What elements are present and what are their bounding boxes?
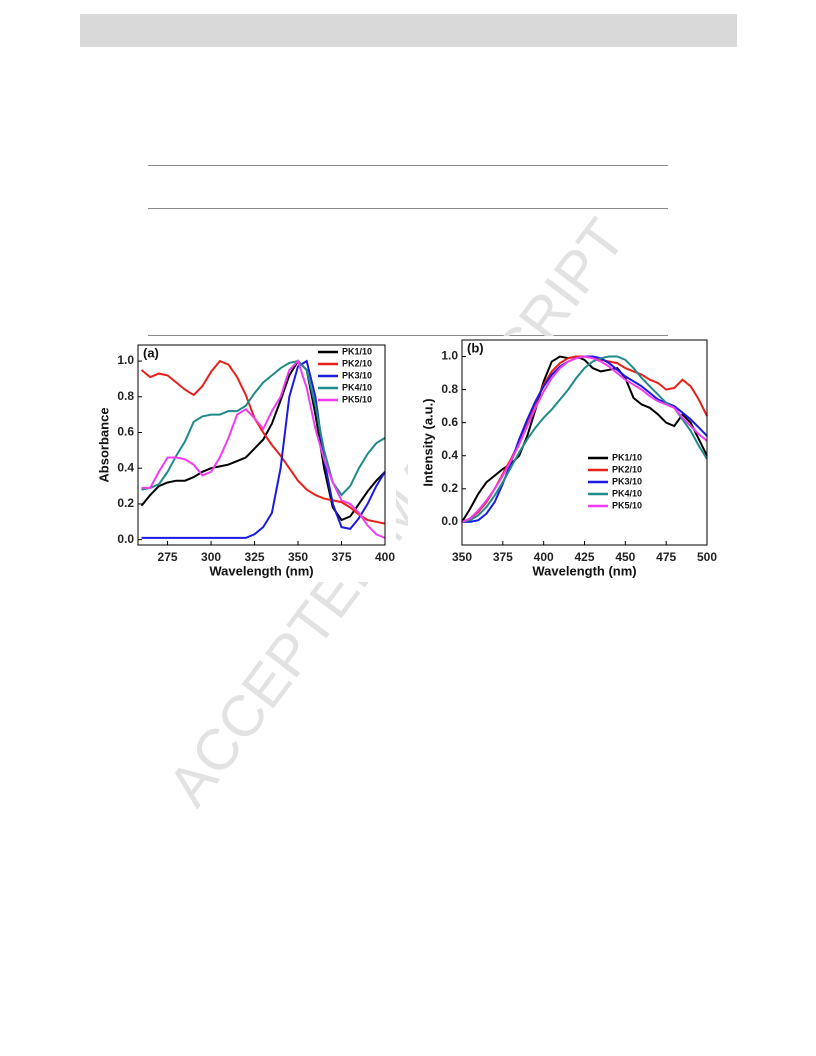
y-tick-label: 0.2 <box>441 481 458 495</box>
plot-frame <box>461 339 708 546</box>
x-tick-label: 400 <box>534 550 554 564</box>
x-tick-label: 375 <box>331 550 351 564</box>
plot-frame <box>137 344 386 546</box>
y-tick-label: 0.8 <box>441 382 458 396</box>
y-tick-label: 0.0 <box>117 532 134 546</box>
y-axis-label: Absorbance <box>96 407 111 482</box>
series-line <box>140 359 386 522</box>
legend-label: PK2/10 <box>342 358 372 368</box>
chart-bg <box>408 336 713 582</box>
header-bar <box>80 14 737 47</box>
panel-label: (b) <box>467 340 484 355</box>
y-tick-label: 0.4 <box>441 448 458 462</box>
legend-label: PK2/10 <box>612 464 642 474</box>
x-tick-label: 350 <box>452 550 472 564</box>
x-tick-label: 300 <box>201 550 221 564</box>
x-axis-label: Wavelength (nm) <box>209 563 313 578</box>
series-line <box>140 359 386 525</box>
charts: 275 300 325 350 375 400 0.0 0.2 0.4 0.6 0.8 1.0 (a) W… <box>96 339 717 578</box>
x-tick-label: 450 <box>615 550 635 564</box>
x-tick-label: 325 <box>245 550 265 564</box>
y-tick-label: 0.2 <box>117 496 134 510</box>
x-tick-label: 400 <box>375 550 395 564</box>
series-line <box>141 359 386 539</box>
legend-label: PK4/10 <box>612 488 642 498</box>
x-tick-label: 500 <box>697 550 717 564</box>
series-line <box>461 355 708 523</box>
legend-label: PK3/10 <box>612 476 642 486</box>
y-tick-label: 0.4 <box>117 460 134 474</box>
series-line <box>461 355 708 523</box>
panel-label: (a) <box>143 345 159 360</box>
x-tick-label: 350 <box>288 550 308 564</box>
legend-label: PK4/10 <box>342 382 372 392</box>
legend-label: PK3/10 <box>342 370 372 380</box>
series-line <box>141 360 386 497</box>
series-line <box>461 355 708 523</box>
legend-label: PK1/10 <box>612 452 642 462</box>
x-axis-label: Wavelength (nm) <box>532 563 636 578</box>
x-tick-label: 275 <box>158 550 178 564</box>
y-tick-label: 0.0 <box>441 514 458 528</box>
series-line <box>141 359 386 539</box>
y-tick-label: 1.0 <box>117 353 134 367</box>
x-tick-label: 375 <box>493 550 513 564</box>
x-tick-label: 425 <box>574 550 594 564</box>
y-tick-label: 0.8 <box>117 389 134 403</box>
legend-label: PK5/10 <box>612 500 642 510</box>
y-tick-label: 0.6 <box>441 415 458 429</box>
legend-label: PK5/10 <box>342 394 372 404</box>
chart-bg <box>96 338 396 582</box>
y-tick-label: 1.0 <box>441 349 458 363</box>
y-axis-label: Intensity (a.u.) <box>420 398 435 486</box>
x-tick-label: 475 <box>656 550 676 564</box>
legend-label: PK1/10 <box>342 346 372 356</box>
y-tick-label: 0.6 <box>117 425 134 439</box>
